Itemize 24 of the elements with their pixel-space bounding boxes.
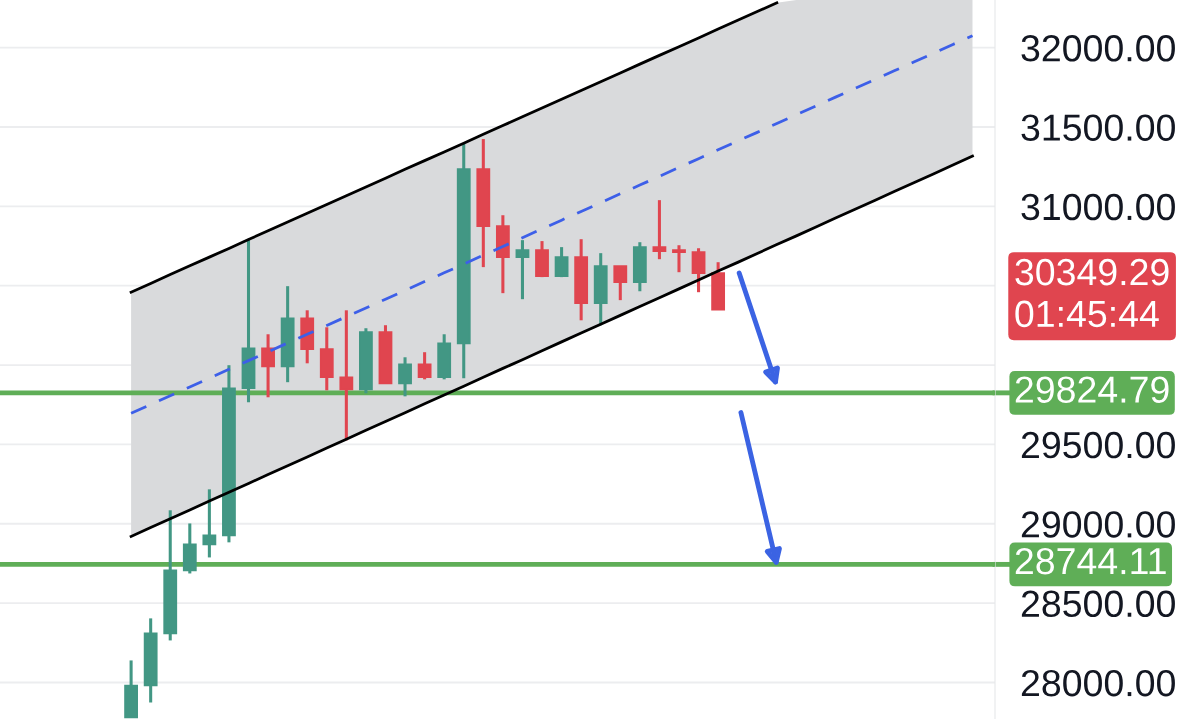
candlestick <box>554 247 569 279</box>
y-tick-label: 28000.00 <box>1021 669 1175 697</box>
candlestick <box>613 265 628 302</box>
candlestick <box>652 200 667 261</box>
candlestick <box>261 334 275 398</box>
y-tick-label: 31500.00 <box>1021 114 1175 141</box>
candlestick <box>515 240 530 301</box>
y-tick-label: 28500.00 <box>1021 590 1175 618</box>
line-series <box>129 34 974 415</box>
ref-line-label: 28744.11 <box>1015 547 1166 575</box>
candlestick <box>202 489 217 558</box>
candlestick <box>339 310 354 441</box>
y-tick-label: 29500.00 <box>1021 431 1175 459</box>
candlestick <box>691 248 706 294</box>
y-tick-label: 29000.00 <box>1021 511 1175 538</box>
candlestick <box>672 245 686 274</box>
line-series <box>129 154 974 538</box>
y-tick-label: 31000.00 <box>1021 193 1175 221</box>
candlestick <box>417 352 432 380</box>
ref-line-label: 29824.79 <box>1015 376 1169 403</box>
text: 30349.29 01:45:44 <box>1015 258 1169 328</box>
y-tick-label: 32000.00 <box>1021 35 1175 62</box>
line-series <box>129 1 779 294</box>
candlestick <box>398 357 412 397</box>
